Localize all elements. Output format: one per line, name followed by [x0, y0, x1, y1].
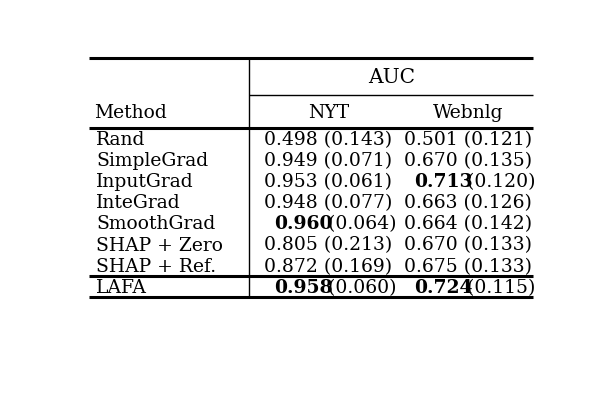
- Text: (0.064): (0.064): [322, 215, 396, 233]
- Text: (0.120): (0.120): [461, 173, 536, 191]
- Text: Webnlg: Webnlg: [433, 103, 503, 121]
- Text: SimpleGrad: SimpleGrad: [96, 152, 208, 170]
- Text: 0.501 (0.121): 0.501 (0.121): [404, 131, 532, 149]
- Text: AUC: AUC: [368, 68, 415, 87]
- Text: 0.960: 0.960: [275, 215, 333, 233]
- Text: NYT: NYT: [308, 103, 349, 121]
- Text: 0.670 (0.135): 0.670 (0.135): [404, 152, 532, 170]
- Text: (0.115): (0.115): [461, 278, 535, 296]
- Text: InputGrad: InputGrad: [96, 173, 194, 191]
- Text: 0.663 (0.126): 0.663 (0.126): [404, 194, 532, 212]
- Text: 0.664 (0.142): 0.664 (0.142): [404, 215, 532, 233]
- Text: 0.724: 0.724: [414, 278, 473, 296]
- Text: Rand: Rand: [96, 131, 145, 149]
- Text: SHAP + Zero: SHAP + Zero: [96, 236, 223, 254]
- Text: LAFA: LAFA: [96, 278, 147, 296]
- Text: (0.060): (0.060): [322, 278, 396, 296]
- Text: 0.498 (0.143): 0.498 (0.143): [265, 131, 392, 149]
- Text: 0.958: 0.958: [274, 278, 333, 296]
- Text: 0.953 (0.061): 0.953 (0.061): [265, 173, 392, 191]
- Text: 0.805 (0.213): 0.805 (0.213): [265, 236, 392, 254]
- Text: InteGrad: InteGrad: [96, 194, 181, 212]
- Text: SmoothGrad: SmoothGrad: [96, 215, 215, 233]
- Text: SHAP + Ref.: SHAP + Ref.: [96, 257, 216, 275]
- Text: 0.670 (0.133): 0.670 (0.133): [404, 236, 532, 254]
- Text: 0.872 (0.169): 0.872 (0.169): [265, 257, 392, 275]
- Text: 0.948 (0.077): 0.948 (0.077): [264, 194, 392, 212]
- Text: 0.675 (0.133): 0.675 (0.133): [404, 257, 532, 275]
- Text: Method: Method: [94, 103, 166, 121]
- Text: 0.949 (0.071): 0.949 (0.071): [265, 152, 392, 170]
- Text: 0.713: 0.713: [414, 173, 473, 191]
